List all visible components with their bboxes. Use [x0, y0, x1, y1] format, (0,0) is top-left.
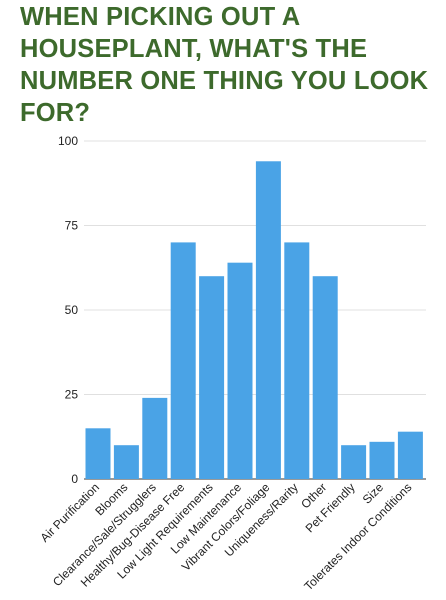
- bar: [312, 276, 338, 479]
- y-tick-label: 100: [58, 134, 78, 148]
- y-tick-labels: 0 25 50 75 100: [58, 134, 78, 486]
- bar: [113, 445, 139, 479]
- bar: [199, 276, 225, 479]
- bar: [170, 242, 196, 479]
- x-category-label: Air Purification: [38, 480, 103, 545]
- y-tick-label: 25: [65, 388, 79, 402]
- bar: [341, 445, 367, 479]
- bar: [255, 161, 281, 479]
- y-tick-label: 75: [65, 219, 79, 233]
- chart-title: WHEN PICKING OUT A HOUSEPLANT, WHAT'S TH…: [20, 3, 429, 127]
- bar: [227, 262, 253, 479]
- bar: [142, 397, 168, 479]
- grid-lines: [84, 140, 426, 480]
- y-tick-label: 50: [65, 303, 79, 317]
- y-tick-label: 0: [71, 472, 78, 486]
- bar: [369, 441, 395, 479]
- bar: [284, 242, 310, 479]
- bar: [397, 431, 423, 479]
- bars: [85, 161, 423, 479]
- bar: [85, 428, 111, 479]
- x-category-labels: Air PurificationBloomsClearance/Sale/Str…: [38, 480, 415, 593]
